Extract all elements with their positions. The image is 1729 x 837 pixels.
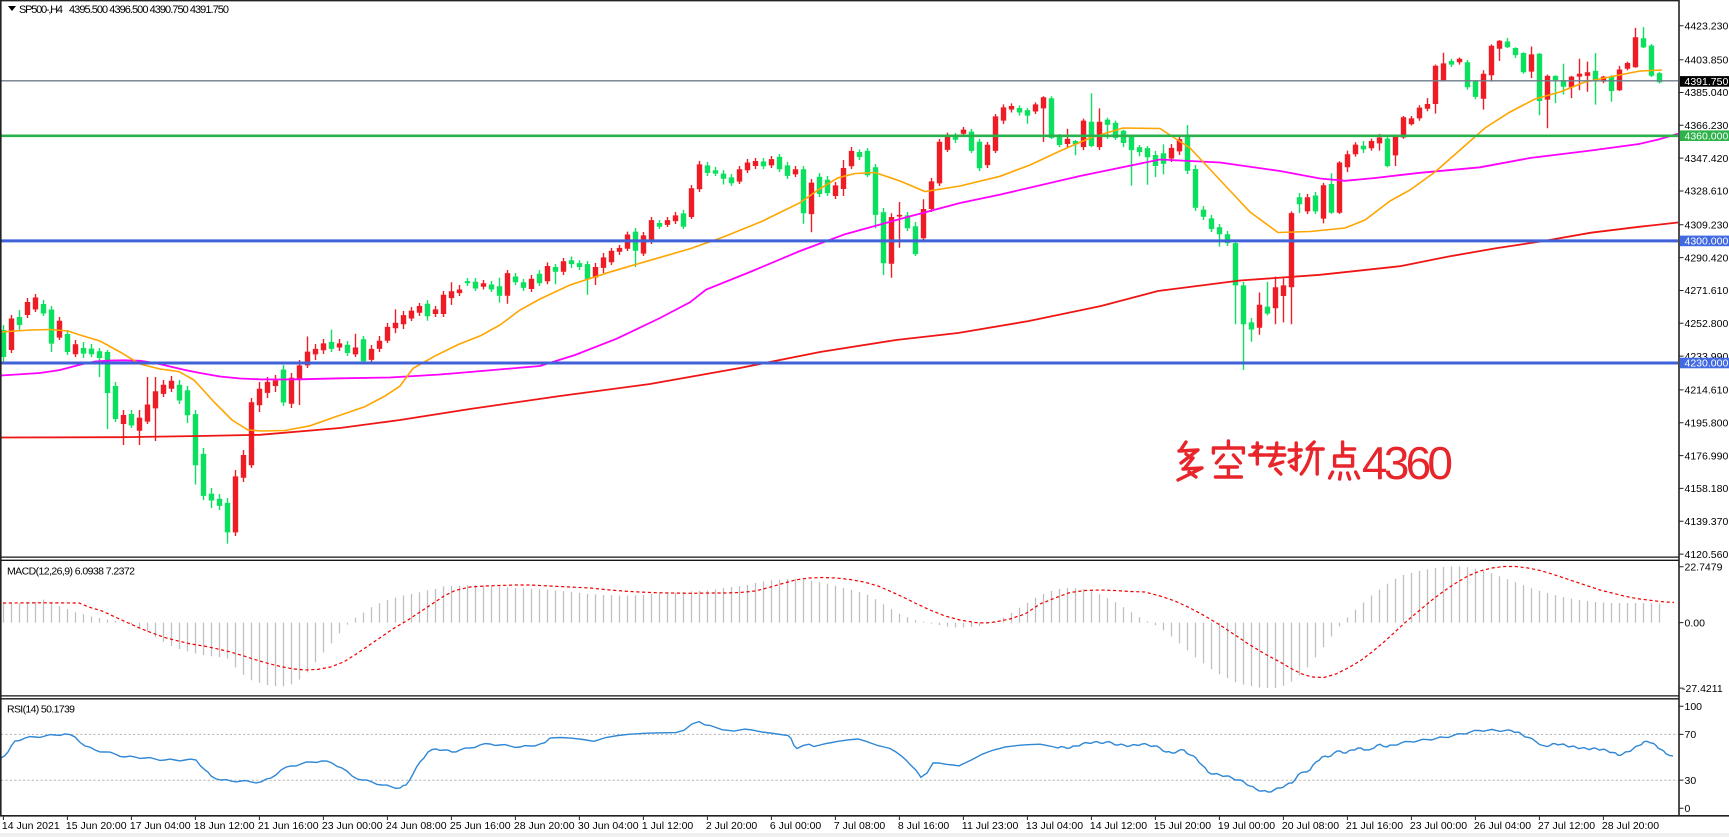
svg-text:23 Jun 00:00: 23 Jun 00:00 [322, 820, 383, 832]
svg-text:24 Jun 08:00: 24 Jun 08:00 [386, 820, 447, 832]
svg-text:23 Jul 00:00: 23 Jul 00:00 [1410, 820, 1467, 832]
svg-text:2 Jul 20:00: 2 Jul 20:00 [706, 820, 758, 832]
svg-text:4176.990: 4176.990 [1685, 450, 1729, 462]
svg-text:0.00: 0.00 [1685, 617, 1706, 629]
svg-text:-27.4211: -27.4211 [1682, 683, 1723, 695]
svg-text:RSI(14) 50.1739: RSI(14) 50.1739 [7, 704, 75, 716]
svg-text:22.7479: 22.7479 [1685, 562, 1723, 574]
svg-text:17 Jun 04:00: 17 Jun 04:00 [130, 820, 191, 832]
svg-text:4366.230: 4366.230 [1685, 120, 1729, 132]
svg-text:14 Jul 12:00: 14 Jul 12:00 [1090, 820, 1147, 832]
svg-text:27 Jul 12:00: 27 Jul 12:00 [1538, 820, 1595, 832]
svg-text:30: 30 [1685, 775, 1697, 787]
svg-text:14 Jun 2021: 14 Jun 2021 [2, 820, 60, 832]
svg-text:4395.500 4396.500 4390.750 439: 4395.500 4396.500 4390.750 4391.750 [69, 4, 229, 16]
svg-text:19 Jul 00:00: 19 Jul 00:00 [1218, 820, 1275, 832]
svg-text:18 Jun 12:00: 18 Jun 12:00 [194, 820, 255, 832]
svg-text:4360.000: 4360.000 [1685, 130, 1729, 142]
svg-text:4391.750: 4391.750 [1685, 76, 1729, 88]
svg-text:21 Jun 16:00: 21 Jun 16:00 [258, 820, 319, 832]
svg-text:26 Jul 04:00: 26 Jul 04:00 [1474, 820, 1531, 832]
svg-text:0: 0 [1685, 803, 1691, 815]
svg-text:4385.040: 4385.040 [1685, 87, 1729, 99]
svg-text:28 Jul 20:00: 28 Jul 20:00 [1602, 820, 1659, 832]
svg-text:4271.610: 4271.610 [1685, 285, 1729, 297]
svg-text:4252.800: 4252.800 [1685, 318, 1729, 330]
svg-text:4309.230: 4309.230 [1685, 220, 1729, 232]
svg-text:4158.180: 4158.180 [1685, 483, 1729, 495]
svg-text:1 Jul 12:00: 1 Jul 12:00 [642, 820, 694, 832]
svg-text:4139.370: 4139.370 [1685, 516, 1729, 528]
svg-text:15 Jul 20:00: 15 Jul 20:00 [1154, 820, 1211, 832]
svg-text:4120.560: 4120.560 [1685, 549, 1729, 561]
svg-text:8 Jul 16:00: 8 Jul 16:00 [898, 820, 950, 832]
svg-text:4403.850: 4403.850 [1685, 54, 1729, 66]
svg-text:4290.420: 4290.420 [1685, 252, 1729, 264]
svg-text:6 Jul 00:00: 6 Jul 00:00 [770, 820, 822, 832]
svg-text:4300.000: 4300.000 [1685, 236, 1729, 248]
svg-text:21 Jul 16:00: 21 Jul 16:00 [1346, 820, 1403, 832]
svg-text:MACD(12,26,9) 6.0938 7.2372: MACD(12,26,9) 6.0938 7.2372 [7, 566, 135, 578]
svg-text:70: 70 [1685, 729, 1697, 741]
svg-text:4195.800: 4195.800 [1685, 418, 1729, 430]
svg-text:SP500-,H4: SP500-,H4 [19, 4, 63, 16]
svg-text:4328.610: 4328.610 [1685, 186, 1729, 198]
svg-text:4423.230: 4423.230 [1685, 21, 1729, 33]
svg-text:11 Jul 23:00: 11 Jul 23:00 [962, 820, 1019, 832]
svg-text:20 Jul 08:00: 20 Jul 08:00 [1282, 820, 1339, 832]
svg-text:15 Jun 20:00: 15 Jun 20:00 [66, 820, 127, 832]
svg-text:28 Jun 20:00: 28 Jun 20:00 [514, 820, 575, 832]
svg-text:4360: 4360 [1362, 437, 1453, 489]
svg-text:25 Jun 16:00: 25 Jun 16:00 [450, 820, 511, 832]
svg-text:4347.420: 4347.420 [1685, 153, 1729, 165]
svg-text:4214.610: 4214.610 [1685, 385, 1729, 397]
svg-text:13 Jul 04:00: 13 Jul 04:00 [1026, 820, 1083, 832]
svg-text:4230.000: 4230.000 [1685, 358, 1729, 370]
svg-text:30 Jun 04:00: 30 Jun 04:00 [578, 820, 639, 832]
svg-text:100: 100 [1685, 701, 1703, 713]
svg-text:7 Jul 08:00: 7 Jul 08:00 [834, 820, 886, 832]
